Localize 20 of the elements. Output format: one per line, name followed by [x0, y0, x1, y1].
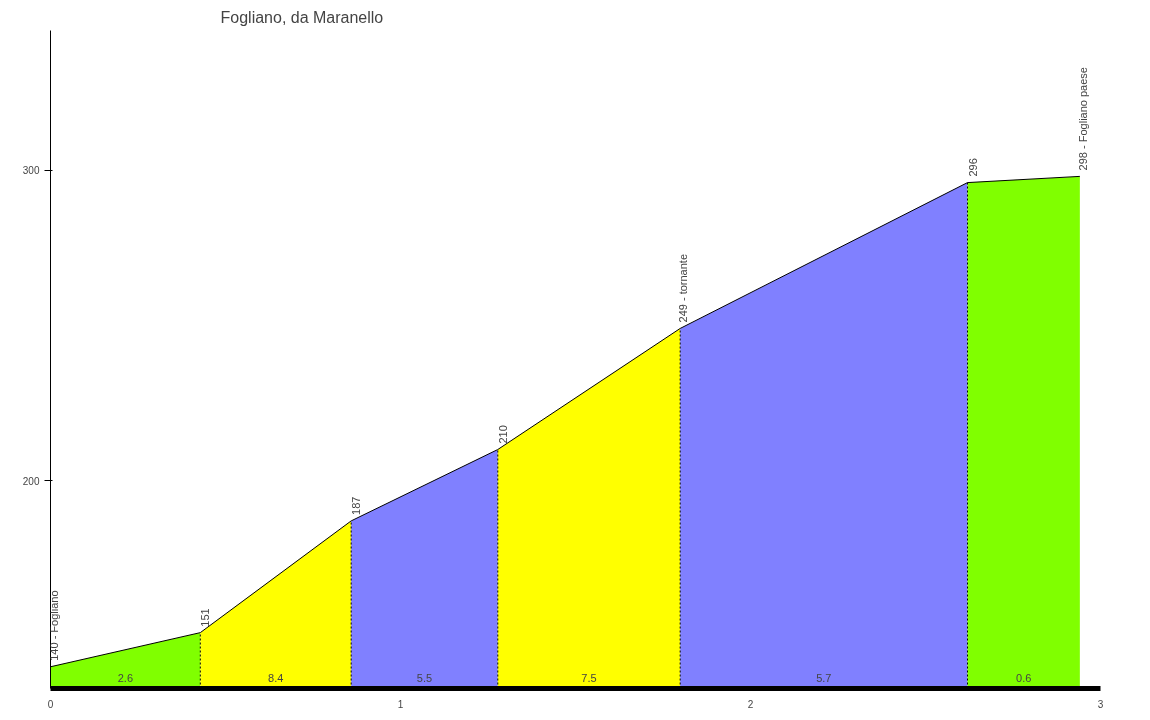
annotation: 298 - Fogliano paese	[1076, 67, 1089, 171]
x-tick-label: 0	[47, 698, 54, 710]
annotation: 151	[199, 608, 212, 627]
annotation: 5.7	[816, 671, 832, 684]
annotation: 2.6	[117, 671, 134, 684]
annotation: 296	[966, 158, 979, 177]
annotation: 5.5	[416, 671, 433, 684]
annotation: 210	[496, 425, 509, 444]
x-tick-label: 3	[1097, 698, 1104, 710]
x-tick-label: 2	[747, 698, 754, 710]
annotation: 249 - tornante	[677, 253, 690, 323]
annotation: 187	[350, 496, 363, 515]
annotation: 0.6	[1016, 671, 1032, 684]
chart-title: Fogliano, da Maranello	[220, 8, 384, 26]
annotation: 140 - Fogliano	[47, 590, 60, 661]
annotation: 7.5	[581, 671, 597, 684]
y-tick-label: 200	[22, 475, 40, 487]
x-tick-label: 1	[397, 698, 404, 710]
y-tick-label: 300	[22, 165, 40, 177]
annotation: 8.4	[268, 671, 284, 684]
